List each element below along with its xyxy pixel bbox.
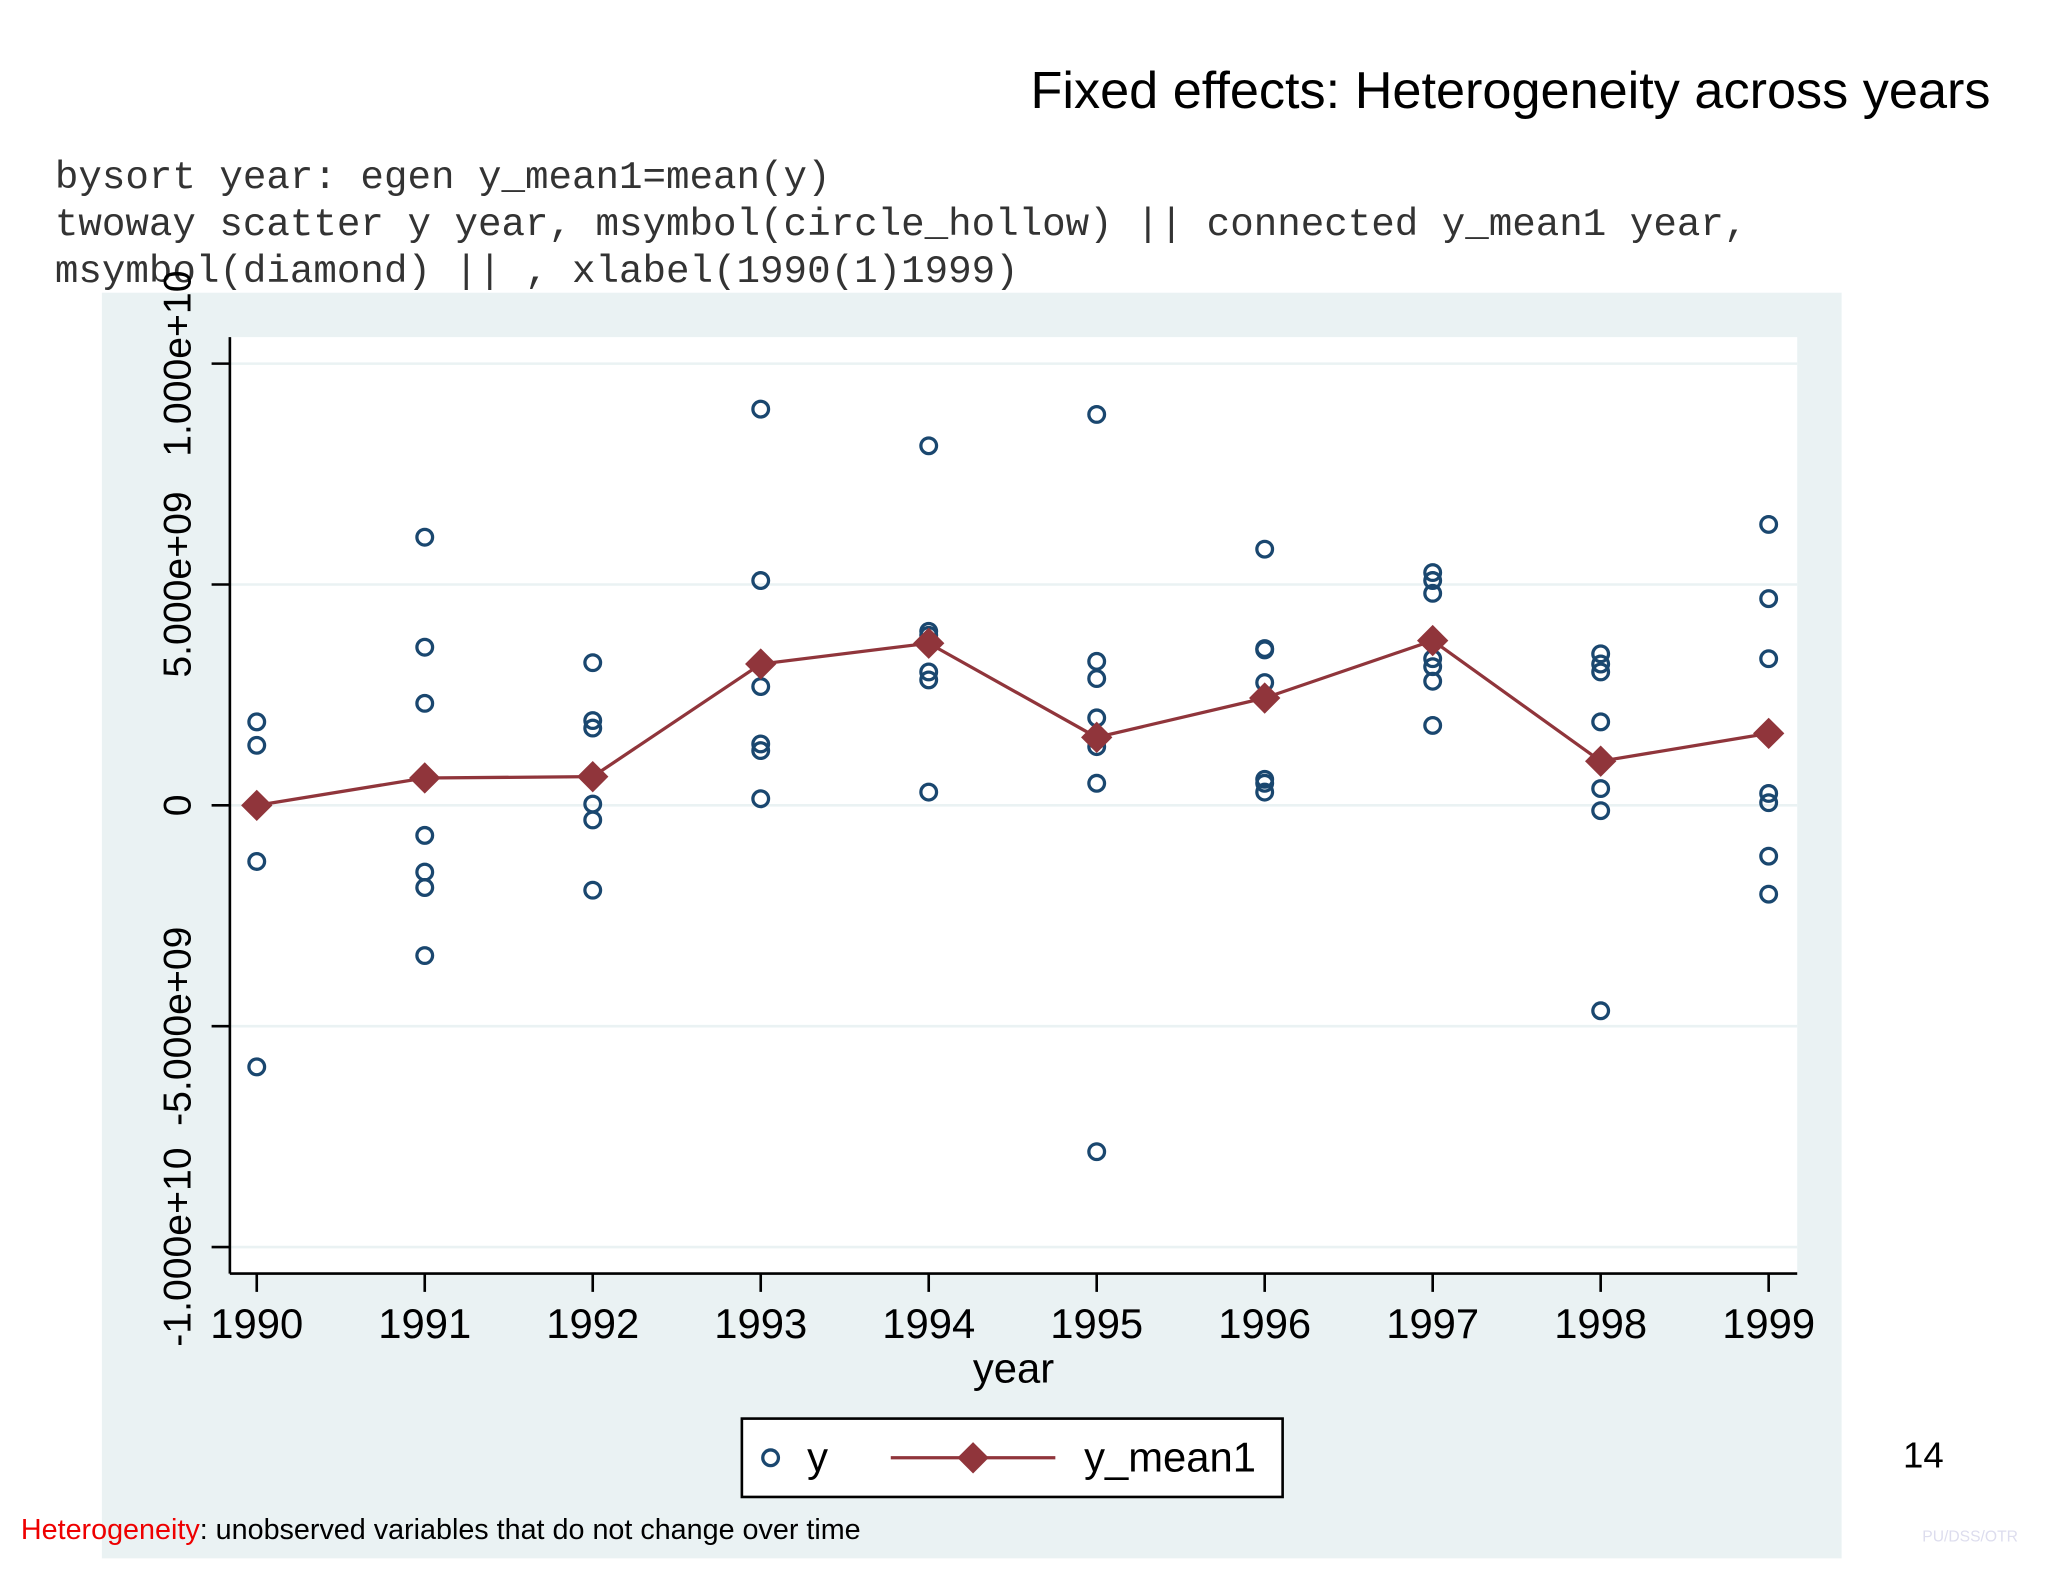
circle-marker <box>583 880 603 900</box>
circle-marker <box>1087 404 1107 424</box>
y-tick-label: -5.000e+09 <box>157 927 200 1126</box>
circle-marker <box>583 711 603 731</box>
x-tick-label: 1990 <box>210 1300 303 1347</box>
legend-label: y_mean1 <box>1084 1433 1256 1480</box>
slide-title: Fixed effects: Heterogeneity across year… <box>1031 62 1991 120</box>
circle-marker <box>1759 649 1779 669</box>
y-tick-label: 1.000e+10 <box>157 270 200 456</box>
circle-marker <box>247 851 267 871</box>
circle-marker <box>1087 773 1107 793</box>
circle-marker <box>1087 669 1107 689</box>
legend-label: y <box>807 1433 828 1480</box>
circle-marker <box>751 571 771 590</box>
circle-marker <box>919 670 939 690</box>
circle-marker <box>415 825 435 845</box>
circle-marker <box>247 1057 267 1077</box>
circle-marker <box>751 741 771 761</box>
circle-marker <box>1591 779 1611 799</box>
x-tick-label: 1991 <box>378 1300 471 1347</box>
diamond-marker <box>1081 721 1113 754</box>
circle-marker <box>583 653 603 673</box>
circle-marker <box>415 527 435 547</box>
circle-marker <box>1759 793 1779 813</box>
circle-marker <box>751 399 771 419</box>
code-line: twoway scatter y year, msymbol(circle_ho… <box>55 202 1748 247</box>
circle-marker <box>919 436 939 456</box>
circle-marker <box>1591 712 1611 732</box>
y-tick-label: -1.000e+10 <box>157 1147 200 1346</box>
circle-marker <box>919 782 939 802</box>
code-line: bysort year: egen y_mean1=mean(y) <box>55 155 831 200</box>
circle-marker <box>415 878 435 898</box>
footnote-term: Heterogeneity <box>21 1514 200 1546</box>
x-tick-label: 1992 <box>546 1300 639 1347</box>
circle-marker <box>751 789 771 809</box>
circle-marker <box>1423 671 1443 691</box>
diamond-marker <box>957 1442 989 1474</box>
x-tick-label: 1994 <box>882 1300 975 1347</box>
circle-marker <box>583 718 603 738</box>
circle-marker <box>1759 783 1779 803</box>
diamond-marker <box>1249 682 1281 714</box>
grid <box>229 362 1798 1249</box>
circle-marker <box>919 662 939 682</box>
circle-marker <box>1591 644 1611 664</box>
footnote-text: : unobserved variables that do not chang… <box>200 1514 861 1546</box>
circle-marker <box>247 712 267 732</box>
circle-marker <box>1255 773 1275 793</box>
x-axis-label: year <box>973 1345 1054 1392</box>
watermark: PU/DSS/OTR <box>1922 1529 2018 1546</box>
circle-marker <box>1423 715 1443 735</box>
x-tick-label: 1998 <box>1554 1300 1647 1347</box>
x-tick-label: 1997 <box>1386 1300 1479 1347</box>
circle-marker <box>1591 662 1611 682</box>
circle-marker <box>751 734 771 754</box>
circle-marker <box>1423 571 1443 590</box>
circle-marker <box>1591 654 1611 674</box>
circle-marker <box>583 810 603 830</box>
x-tick-label: 1993 <box>714 1300 807 1347</box>
circle-marker <box>1759 846 1779 866</box>
y-tick-label: 5.000e+09 <box>157 491 200 677</box>
diamond-marker <box>409 762 441 794</box>
x-tick-label: 1995 <box>1050 1300 1143 1347</box>
diamond-marker <box>577 760 609 793</box>
circle-marker <box>1591 1001 1611 1021</box>
code-line: msymbol(diamond) || , xlabel(1990(1)1999… <box>55 249 1019 294</box>
circle-marker <box>1759 589 1779 609</box>
diamond-marker <box>1417 624 1449 657</box>
x-tick-label: 1996 <box>1218 1300 1311 1347</box>
x-tick-label: 1999 <box>1722 1300 1815 1347</box>
circle-marker <box>1255 640 1275 660</box>
diamond-marker <box>241 789 273 822</box>
footnote: Heterogeneity: unobserved variables that… <box>21 1514 861 1546</box>
circle-marker <box>415 693 435 713</box>
circle-marker <box>1591 801 1611 821</box>
page-number: 14 <box>1903 1434 1944 1475</box>
diamond-marker <box>913 627 945 659</box>
diamond-marker <box>1752 717 1785 750</box>
circle-marker <box>1423 583 1443 603</box>
circle-marker <box>1087 1142 1107 1162</box>
mean-line <box>256 638 1769 807</box>
circle-marker <box>415 946 435 966</box>
circle-marker <box>1759 884 1779 904</box>
circle-marker <box>1255 782 1275 802</box>
circle-marker <box>1255 539 1275 559</box>
circle-marker <box>415 637 435 657</box>
circle-marker <box>1759 514 1779 534</box>
diamond-marker <box>745 648 777 680</box>
circle-marker <box>247 735 267 755</box>
circle-marker <box>1423 563 1443 583</box>
y-tick-label: 0 <box>157 794 200 816</box>
circle-marker <box>761 1448 781 1468</box>
